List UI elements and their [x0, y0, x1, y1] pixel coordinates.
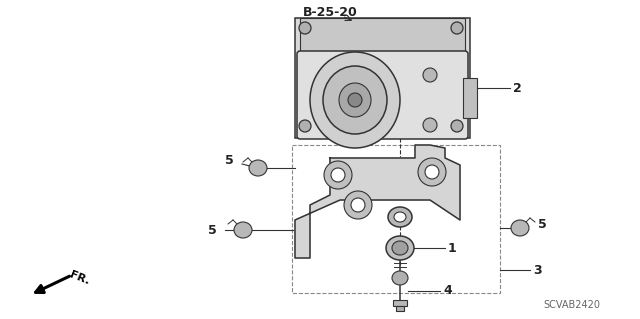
Ellipse shape [394, 212, 406, 222]
Text: 1: 1 [448, 241, 457, 255]
Ellipse shape [323, 66, 387, 134]
Ellipse shape [310, 52, 400, 148]
Ellipse shape [392, 241, 408, 255]
Text: B-25-20: B-25-20 [303, 5, 357, 19]
Ellipse shape [348, 93, 362, 107]
Ellipse shape [451, 120, 463, 132]
Text: 5: 5 [225, 154, 234, 167]
Ellipse shape [299, 22, 311, 34]
Ellipse shape [249, 160, 267, 176]
Ellipse shape [418, 158, 446, 186]
Ellipse shape [425, 165, 439, 179]
Bar [463, 78, 477, 118]
Text: 5: 5 [538, 219, 547, 232]
Ellipse shape [324, 161, 352, 189]
Bar [292, 145, 500, 293]
Ellipse shape [423, 118, 437, 132]
Polygon shape [295, 145, 460, 258]
Text: 5: 5 [208, 224, 217, 236]
Ellipse shape [339, 83, 371, 117]
Ellipse shape [234, 222, 252, 238]
Text: FR.: FR. [68, 270, 91, 286]
Bar [300, 18, 465, 56]
Ellipse shape [423, 68, 437, 82]
Ellipse shape [388, 207, 412, 227]
Ellipse shape [386, 236, 414, 260]
Ellipse shape [451, 22, 463, 34]
Bar [393, 300, 407, 306]
Text: 2: 2 [513, 81, 522, 94]
FancyBboxPatch shape [297, 51, 468, 139]
Bar [396, 306, 404, 311]
Ellipse shape [351, 198, 365, 212]
Ellipse shape [344, 191, 372, 219]
Text: 3: 3 [533, 263, 541, 277]
Ellipse shape [299, 120, 311, 132]
Text: 4: 4 [443, 285, 452, 298]
Bar [295, 18, 470, 138]
Ellipse shape [392, 271, 408, 285]
Text: SCVAB2420: SCVAB2420 [543, 300, 600, 310]
Ellipse shape [331, 168, 345, 182]
Ellipse shape [511, 220, 529, 236]
